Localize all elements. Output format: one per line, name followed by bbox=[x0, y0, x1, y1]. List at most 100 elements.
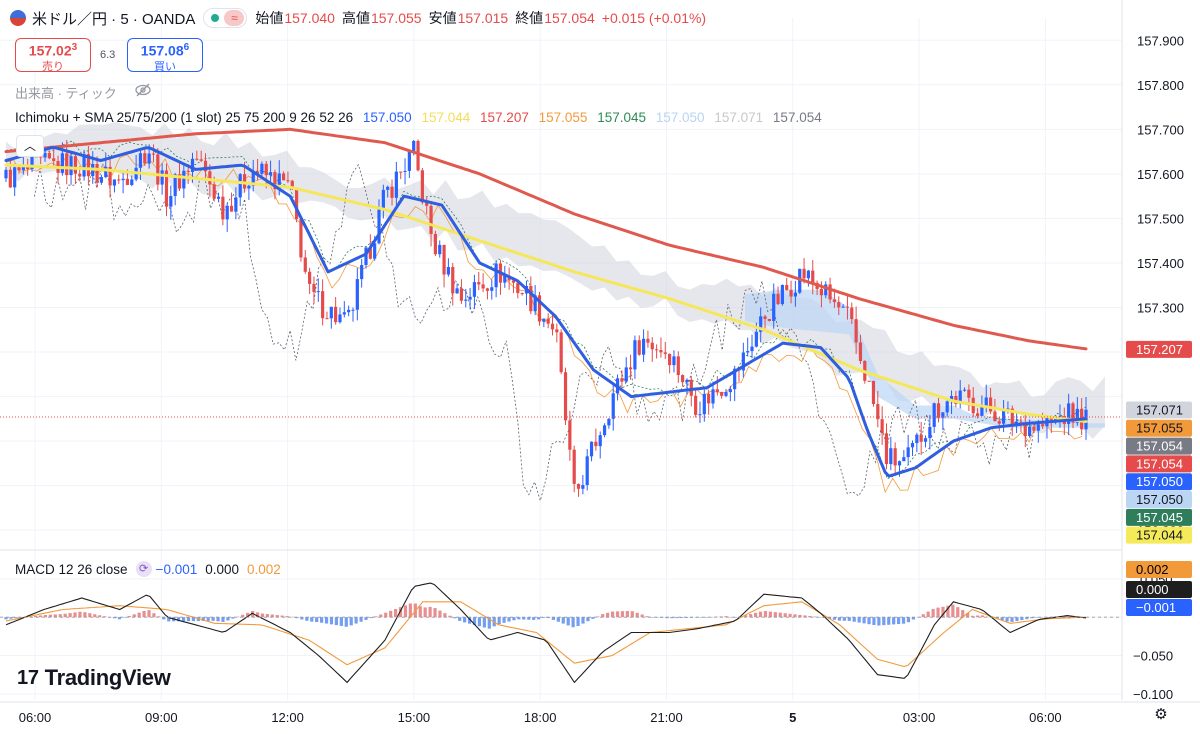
candle-body bbox=[511, 280, 516, 283]
candle-body bbox=[264, 163, 268, 176]
candle-body bbox=[724, 392, 728, 396]
macd-hist-bar bbox=[615, 611, 620, 618]
candle-body bbox=[503, 275, 507, 283]
candle-body bbox=[125, 178, 130, 185]
candle-body bbox=[1032, 426, 1036, 431]
high-label: 高値 bbox=[341, 10, 370, 26]
macd-hist-bar bbox=[458, 617, 462, 621]
macd-hist-bar bbox=[4, 617, 8, 620]
macd-sync-icon[interactable]: ⟳ bbox=[135, 561, 152, 577]
time-tick-label: 12:00 bbox=[271, 710, 304, 725]
volume-indicator-label[interactable]: 出来高 · ティック bbox=[15, 86, 117, 101]
macd-hist-bar bbox=[645, 616, 649, 618]
candle-body bbox=[303, 257, 307, 272]
candle-body bbox=[73, 156, 77, 174]
price-tick-label: 157.900 bbox=[1137, 33, 1184, 48]
macd-legend[interactable]: MACD 12 26 close ⟳ −0.001 0.000 0.002 bbox=[15, 561, 281, 577]
candle-body bbox=[485, 288, 490, 291]
candle-body bbox=[216, 196, 221, 199]
candle-body bbox=[238, 174, 242, 198]
candle-body bbox=[225, 205, 229, 220]
candle-body bbox=[156, 154, 160, 185]
candle-body bbox=[147, 153, 151, 164]
macd-hist-bar bbox=[157, 616, 161, 618]
macd-hist-bar bbox=[310, 617, 314, 622]
candle-body bbox=[316, 291, 320, 293]
macd-hist-bar bbox=[103, 616, 107, 618]
macd-hist-bar bbox=[704, 617, 708, 618]
macd-hist-bar bbox=[926, 611, 930, 618]
indicator-value-conversion: 157.055 bbox=[538, 110, 588, 125]
candle-body bbox=[611, 393, 615, 419]
candle-body bbox=[598, 435, 602, 447]
candle-body bbox=[949, 396, 954, 402]
candle-body bbox=[576, 483, 581, 489]
macd-hist-bar bbox=[250, 611, 255, 618]
macd-hist-bar bbox=[522, 617, 526, 620]
candle-body bbox=[429, 205, 433, 234]
candle-body bbox=[537, 295, 542, 322]
eye-hidden-icon[interactable] bbox=[134, 83, 152, 97]
settings-gear-icon[interactable]: ⚙ bbox=[1154, 706, 1168, 723]
symbol-title[interactable]: 米ドル／円 · 5 · OANDA bbox=[32, 10, 196, 28]
change-value: +0.015 (+0.01%) bbox=[601, 10, 707, 26]
macd-hist-bar bbox=[265, 614, 269, 618]
macd-hist-bar bbox=[477, 617, 482, 627]
candle-body bbox=[425, 202, 429, 206]
collapse-legend-button[interactable]: ︿ bbox=[16, 135, 44, 157]
sma25-line bbox=[4, 146, 1088, 478]
macd-hist-bar bbox=[93, 614, 97, 618]
market-status[interactable]: ≈ bbox=[203, 8, 248, 28]
macd-hist-bar bbox=[1015, 617, 1019, 621]
candle-body bbox=[321, 291, 325, 319]
candle-body bbox=[975, 413, 980, 416]
open-value: 157.040 bbox=[284, 10, 335, 26]
macd-hist-bar bbox=[541, 617, 546, 618]
macd-hist-bar bbox=[837, 617, 842, 621]
candle-body bbox=[910, 443, 915, 448]
price-tag-bg bbox=[1126, 455, 1192, 473]
candle-body bbox=[151, 153, 156, 155]
candle-body bbox=[1028, 426, 1032, 437]
macd-value-signal: 0.002 bbox=[247, 561, 281, 577]
candle-body bbox=[355, 279, 359, 310]
candle-body bbox=[221, 196, 225, 220]
indicator-legend[interactable]: Ichimoku + SMA 25/75/200 (1 slot) 25 75 … bbox=[15, 110, 828, 125]
cloud-blue bbox=[744, 289, 1105, 428]
macd-hist-bar bbox=[887, 617, 891, 625]
candle-body bbox=[247, 185, 251, 189]
price-tag: 157.071 bbox=[1126, 401, 1192, 419]
macd-hist-bar bbox=[675, 617, 679, 619]
candle-body bbox=[854, 319, 858, 343]
macd-hist-bar bbox=[58, 614, 62, 618]
candle-body bbox=[923, 438, 928, 442]
candle-body bbox=[733, 368, 737, 390]
macd-hist-bar bbox=[734, 617, 738, 618]
candle-body bbox=[837, 302, 841, 308]
macd-hist-bar bbox=[966, 613, 970, 618]
tradingview-mark-icon: 17 bbox=[17, 666, 39, 689]
candle-body bbox=[69, 156, 73, 176]
macd-hist-bar bbox=[512, 617, 516, 621]
macd-hist-bar bbox=[1064, 615, 1068, 618]
candle-body bbox=[793, 292, 797, 297]
macd-hist-bar bbox=[931, 608, 935, 618]
candle-body bbox=[802, 268, 806, 279]
sell-button[interactable]: 157.023 売り bbox=[15, 38, 91, 73]
low-label: 安値 bbox=[428, 10, 457, 26]
candle-body bbox=[689, 379, 693, 396]
time-tick-label: 5 bbox=[789, 710, 796, 725]
candle-body bbox=[624, 367, 628, 382]
candle-body bbox=[876, 404, 880, 420]
macd-hist-bar bbox=[482, 617, 486, 628]
macd-hist-bar bbox=[43, 614, 48, 618]
buy-button[interactable]: 157.086 買い bbox=[127, 38, 203, 73]
macd-hist-bar bbox=[403, 605, 408, 618]
tradingview-logo[interactable]: 17 TradingView bbox=[17, 665, 171, 691]
macd-hist-bar bbox=[507, 617, 511, 622]
candle-body bbox=[403, 170, 407, 172]
price-tag: 157.050 bbox=[1126, 491, 1192, 509]
macd-hist-bar bbox=[985, 616, 989, 618]
macd-hist-bar bbox=[167, 617, 171, 622]
